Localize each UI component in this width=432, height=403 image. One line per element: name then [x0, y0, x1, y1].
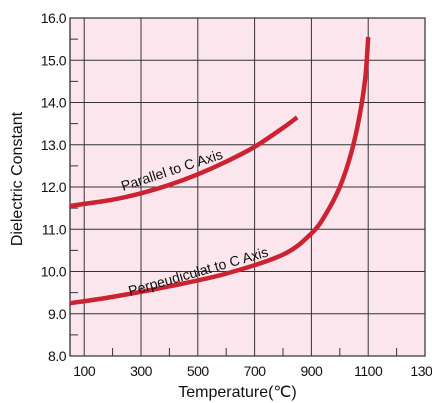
series-line-perpendicular [69, 36, 371, 306]
y-tick-label: 9.0 [48, 306, 67, 322]
x-tick-label: 900 [300, 363, 323, 379]
minor-tick-marks [70, 38, 398, 356]
tick-labels: 100 300 500 700 900 1100 1300 8.0 9.0 10.0 11.0 12.… [41, 10, 432, 379]
y-tick-label: 16.0 [41, 10, 67, 26]
y-tick-label: 10.0 [41, 264, 67, 280]
y-tick-label: 14.0 [41, 95, 67, 111]
x-tick-label: 300 [130, 363, 153, 379]
y-tick-label: 8.0 [48, 348, 67, 364]
x-tick-label: 1100 [354, 363, 383, 379]
y-axis-label: Dielectric Constant [9, 111, 26, 246]
x-tick-label: 500 [187, 363, 210, 379]
y-tick-label: 12.0 [41, 179, 67, 195]
x-axis-label: Temperature(℃) [178, 384, 296, 401]
series-line-parallel [69, 115, 299, 209]
x-tick-label: 700 [244, 363, 267, 379]
x-tick-label: 100 [73, 363, 96, 379]
y-tick-label: 15.0 [41, 52, 67, 68]
y-tick-label: 11.0 [42, 221, 67, 237]
y-tick-label: 13.0 [41, 137, 67, 153]
x-tick-label: 1300 [410, 363, 432, 379]
